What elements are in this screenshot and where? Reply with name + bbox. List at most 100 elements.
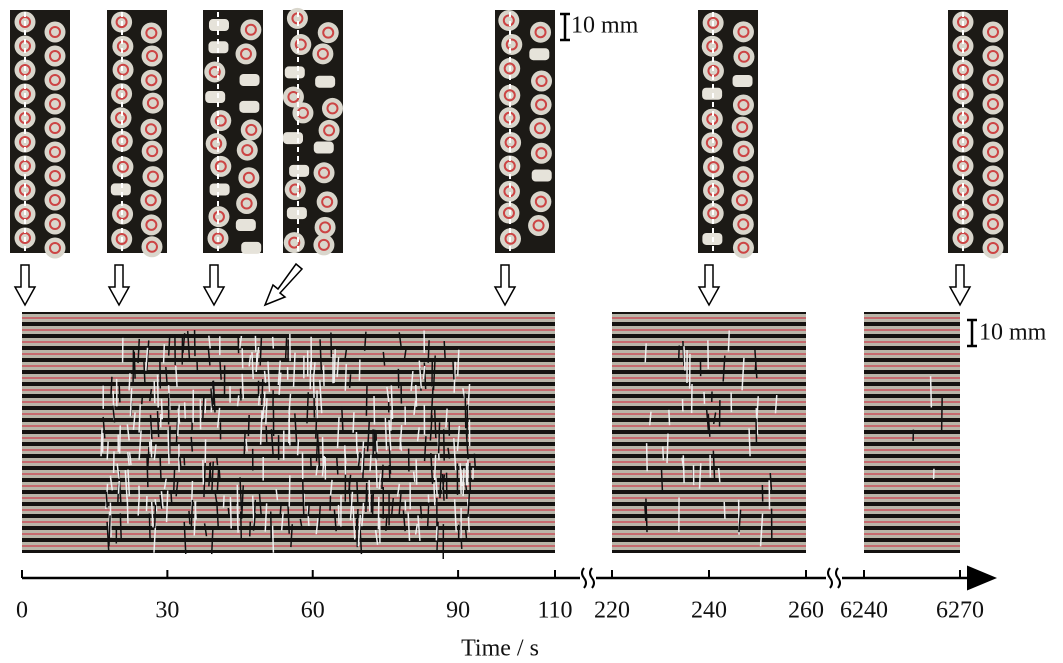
streak xyxy=(306,392,310,424)
particle-ring xyxy=(145,74,158,87)
streak xyxy=(167,334,171,356)
streak xyxy=(335,455,339,475)
particle xyxy=(531,169,552,182)
particle xyxy=(732,94,754,116)
streak xyxy=(705,405,710,431)
streak xyxy=(216,467,220,493)
streak xyxy=(207,348,211,366)
streak xyxy=(698,463,702,489)
particle xyxy=(529,48,550,61)
streak xyxy=(459,463,462,495)
particle-ring xyxy=(323,124,336,137)
ticks: 0 30 60 90 110 220 240 260 6240 6270 xyxy=(16,570,984,624)
particle xyxy=(14,35,36,57)
particle-ring xyxy=(114,111,127,124)
streak xyxy=(138,430,142,460)
streak xyxy=(240,485,245,519)
streak xyxy=(170,490,173,505)
tick-label: 30 xyxy=(155,598,179,624)
particle-ring xyxy=(208,65,221,78)
streak xyxy=(645,443,648,472)
streak xyxy=(210,529,214,555)
streak xyxy=(707,413,711,437)
streak xyxy=(369,454,372,472)
streak xyxy=(437,422,441,454)
particle-ring xyxy=(707,207,720,220)
streak xyxy=(256,346,260,366)
streak xyxy=(648,411,652,426)
particle xyxy=(140,69,162,91)
streak xyxy=(263,370,267,383)
streak xyxy=(432,355,436,391)
particle-ring xyxy=(116,160,129,173)
streak xyxy=(682,455,685,484)
streak xyxy=(183,402,186,419)
particle xyxy=(292,102,314,124)
particle-ring xyxy=(49,146,61,158)
streak xyxy=(682,340,685,366)
streak xyxy=(429,415,433,441)
streak xyxy=(245,438,248,452)
photo xyxy=(495,9,555,253)
streak xyxy=(366,421,371,452)
particle-ring xyxy=(987,218,999,230)
particle xyxy=(141,45,163,67)
streak xyxy=(118,425,122,454)
particle xyxy=(312,43,334,65)
streak xyxy=(124,470,128,502)
particle-ring xyxy=(240,197,253,210)
particle xyxy=(313,162,335,184)
streak xyxy=(112,405,116,423)
streak xyxy=(241,373,245,400)
particle-ring xyxy=(737,25,750,38)
particle xyxy=(44,237,66,259)
arrow xyxy=(202,264,226,307)
particle xyxy=(498,107,520,129)
photo xyxy=(282,7,343,256)
streak xyxy=(769,472,773,491)
streak xyxy=(203,462,206,498)
particle xyxy=(498,180,520,202)
streak xyxy=(210,388,214,408)
streak xyxy=(109,475,114,491)
streak xyxy=(645,498,648,533)
particle xyxy=(701,108,723,130)
streak xyxy=(149,388,153,402)
streak xyxy=(183,454,186,466)
streak xyxy=(430,387,434,420)
arrow xyxy=(13,264,37,307)
particle xyxy=(241,241,262,254)
particle-ring xyxy=(737,98,750,111)
particle xyxy=(286,207,307,220)
particle-ring xyxy=(533,122,546,135)
particle xyxy=(531,70,553,92)
streak xyxy=(738,509,742,533)
streak xyxy=(467,490,471,517)
particle-ring xyxy=(294,38,307,51)
particle xyxy=(286,7,308,29)
particle-ring xyxy=(737,170,750,183)
streak xyxy=(727,330,731,352)
particle-ring xyxy=(49,218,61,230)
particle xyxy=(205,133,227,155)
particle xyxy=(44,45,66,67)
particle xyxy=(982,165,1004,187)
streak xyxy=(644,343,647,363)
streak xyxy=(275,489,279,501)
streak xyxy=(218,469,221,482)
particle xyxy=(530,191,552,213)
streak xyxy=(386,386,390,403)
particle-ring xyxy=(318,166,331,179)
particle-ring xyxy=(987,146,999,158)
streak xyxy=(722,355,726,382)
particle xyxy=(205,91,226,104)
streak xyxy=(355,431,358,454)
particle-ring xyxy=(145,218,158,231)
particle xyxy=(142,166,164,188)
particle xyxy=(14,179,36,201)
particle-ring xyxy=(288,236,301,249)
streak xyxy=(940,397,943,432)
particle xyxy=(140,22,162,44)
streak xyxy=(128,452,132,466)
particle-ring xyxy=(736,121,749,134)
